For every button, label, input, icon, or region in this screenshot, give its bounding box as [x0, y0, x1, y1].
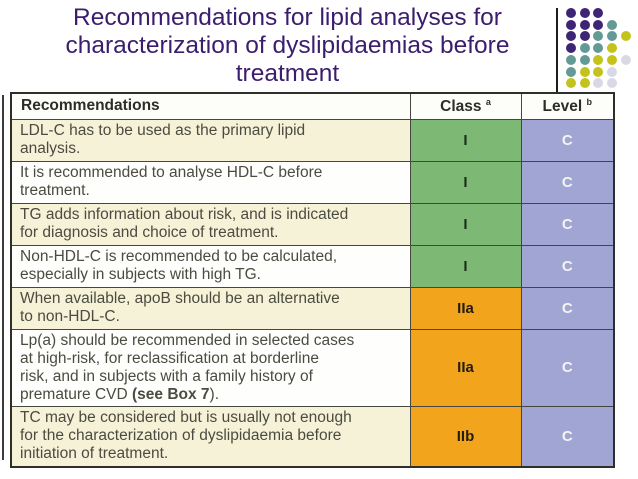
class-cell: IIa [409, 286, 522, 330]
table-row: It is recommended to analyse HDL-C befor… [10, 160, 615, 204]
row-text-post: ). [209, 385, 220, 403]
class-header-superscript: a [485, 96, 491, 107]
decoration-dot [579, 78, 590, 89]
decoration-dot [620, 54, 631, 65]
decoration-dot [607, 19, 618, 30]
decoration-dot [593, 78, 604, 89]
decoration-dot [620, 31, 631, 42]
class-cell: I [409, 244, 522, 288]
table-row: TC may be considered but is usually not … [10, 405, 615, 468]
table-row: TG adds information about risk, and is i… [10, 202, 615, 246]
row-text: When available, apoB should be an altern… [20, 290, 340, 325]
recommendation-text: Lp(a) should be recommended in selected … [10, 328, 411, 407]
decoration-dot [607, 66, 618, 77]
divider-line [556, 8, 558, 92]
level-cell: C [520, 160, 615, 204]
table-row: LDL-C has to be used as the primary lipi… [10, 118, 615, 162]
column-header-recommendations: Recommendations [10, 92, 411, 120]
recommendations-table: Recommendations Class a Level b LDL-C ha… [10, 92, 615, 468]
decoration-dot [566, 31, 576, 42]
recommendation-text: When available, apoB should be an altern… [10, 286, 411, 330]
row-text-bold: (see Box 7 [127, 385, 210, 403]
row-text: TG adds information about risk, and is i… [20, 206, 349, 241]
decoration-dot [579, 19, 590, 30]
left-edge-line [2, 95, 4, 460]
table-row: Lp(a) should be recommended in selected … [10, 328, 615, 407]
table-row: Non-HDL-C is recommended to be calculate… [10, 244, 615, 288]
level-cell: C [520, 244, 615, 288]
decoration-dot [593, 8, 604, 18]
column-header-class: Class a [409, 92, 522, 120]
recommendation-text: TC may be considered but is usually not … [10, 405, 411, 468]
class-cell: I [409, 202, 522, 246]
recommendation-text: Non-HDL-C is recommended to be calculate… [10, 244, 411, 288]
decoration-dot [593, 66, 604, 77]
decoration-dot [607, 54, 618, 65]
level-cell: C [520, 286, 615, 330]
decoration-dot [607, 43, 618, 54]
level-header-label: Level [542, 97, 583, 115]
row-text: It is recommended to analyse HDL-C befor… [20, 164, 323, 199]
decoration-dot [579, 31, 590, 42]
level-cell: C [520, 202, 615, 246]
class-cell: I [409, 118, 522, 162]
row-text: Non-HDL-C is recommended to be calculate… [20, 248, 338, 283]
table-header-row: Recommendations Class a Level b [10, 92, 615, 120]
decoration-dot [579, 8, 590, 18]
decoration-dot [579, 66, 590, 77]
row-text: Lp(a) should be recommended in selected … [20, 331, 355, 403]
decoration-dot [566, 8, 576, 18]
level-cell: C [520, 118, 615, 162]
class-cell: IIb [409, 405, 522, 468]
level-cell: C [520, 405, 615, 468]
decoration-dot [566, 43, 576, 54]
decoration-dot [579, 54, 590, 65]
decoration-dot [566, 19, 576, 30]
recommendation-text: TG adds information about risk, and is i… [10, 202, 411, 246]
row-text: LDL-C has to be used as the primary lipi… [20, 122, 306, 157]
class-cell: I [409, 160, 522, 204]
row-text: TC may be considered but is usually not … [20, 409, 352, 463]
decoration-dot [593, 54, 604, 65]
class-header-label: Class [440, 97, 482, 115]
decoration-dot [566, 54, 576, 65]
decoration-dot [593, 43, 604, 54]
decoration-dot [579, 43, 590, 54]
table-row: When available, apoB should be an altern… [10, 286, 615, 330]
column-header-level: Level b [520, 92, 615, 120]
decoration-dot [566, 78, 576, 89]
recommendation-text: It is recommended to analyse HDL-C befor… [10, 160, 411, 204]
level-cell: C [520, 328, 615, 407]
recommendation-text: LDL-C has to be used as the primary lipi… [10, 118, 411, 162]
decoration-dot [566, 66, 576, 77]
decoration-dot [593, 19, 604, 30]
level-header-superscript: b [586, 96, 592, 107]
class-cell: IIa [409, 328, 522, 407]
decoration-dot [593, 31, 604, 42]
slide-title: Recommendations for lipid analyses for c… [65, 4, 510, 87]
decoration-dot [607, 78, 618, 89]
decoration-dot [607, 31, 618, 42]
